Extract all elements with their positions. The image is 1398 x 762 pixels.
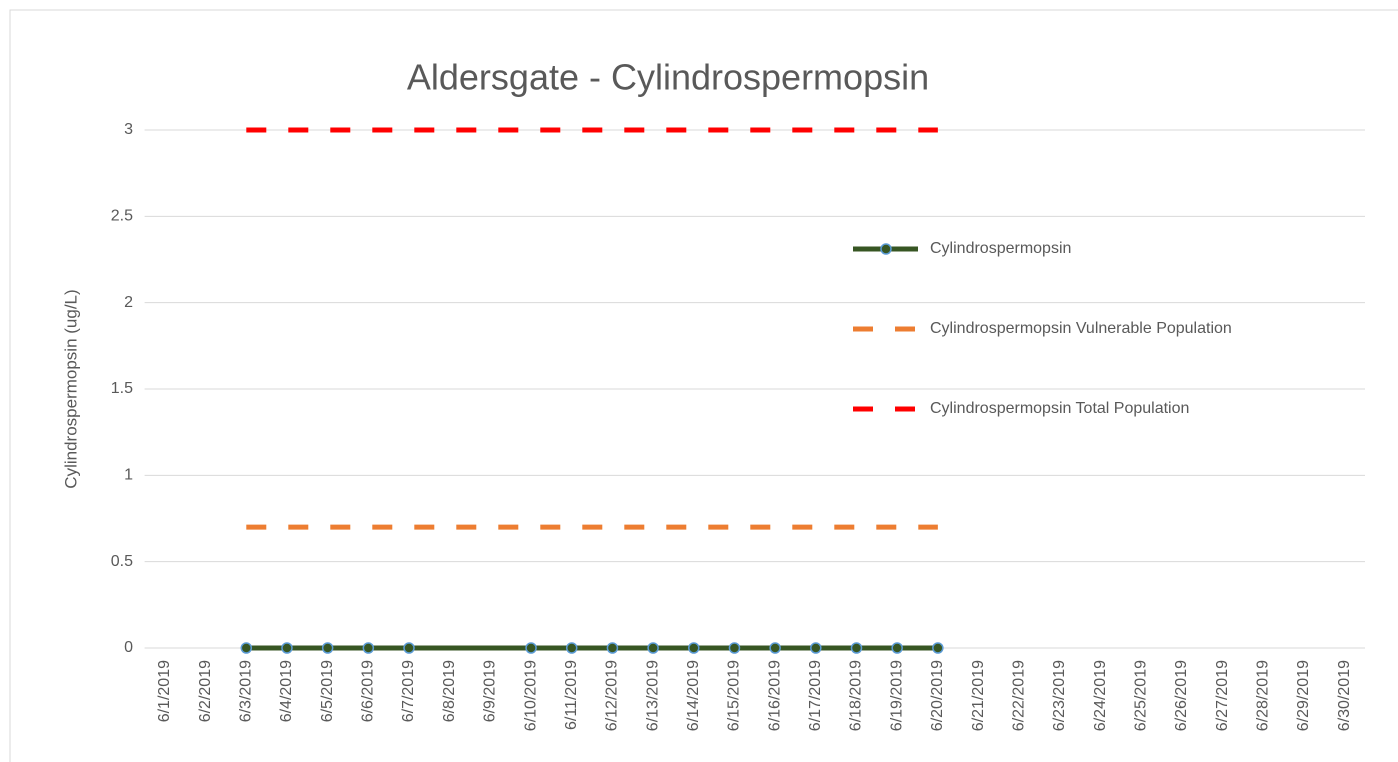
x-tick-label: 6/7/2019 bbox=[400, 660, 417, 722]
point-marker bbox=[240, 642, 253, 654]
point-marker bbox=[606, 642, 619, 654]
x-tick-label: 6/27/2019 bbox=[1214, 660, 1231, 731]
point-marker bbox=[281, 642, 293, 654]
point-marker bbox=[362, 642, 375, 654]
x-tick-label: 6/10/2019 bbox=[522, 660, 539, 731]
x-tick-label: 6/12/2019 bbox=[604, 660, 621, 731]
point-marker bbox=[403, 642, 415, 654]
point-marker bbox=[891, 642, 903, 654]
y-tick-label: 2 bbox=[124, 294, 133, 311]
x-tick-label: 6/17/2019 bbox=[807, 660, 824, 731]
x-tick-label: 6/18/2019 bbox=[848, 660, 865, 731]
x-tick-label: 6/14/2019 bbox=[685, 660, 702, 731]
point-marker bbox=[850, 642, 863, 654]
x-tick-label: 6/28/2019 bbox=[1255, 660, 1272, 731]
y-tick-label: 3 bbox=[124, 121, 133, 138]
y-tick-label: 2.5 bbox=[111, 208, 133, 225]
chart-title: Aldersgate - Cylindrospermopsin bbox=[407, 57, 929, 98]
legend-label: Cylindrospermopsin Vulnerable Population bbox=[930, 320, 1232, 337]
y-tick-label: 0.5 bbox=[111, 553, 133, 570]
x-tick-label: 6/22/2019 bbox=[1010, 660, 1027, 731]
x-tick-label: 6/20/2019 bbox=[929, 660, 946, 731]
x-tick-label: 6/23/2019 bbox=[1051, 660, 1068, 731]
y-tick-label: 1.5 bbox=[111, 380, 133, 397]
legend-marker bbox=[880, 243, 892, 255]
x-tick-label: 6/5/2019 bbox=[319, 660, 336, 722]
x-tick-label: 6/15/2019 bbox=[726, 660, 743, 731]
x-tick-label: 6/25/2019 bbox=[1132, 660, 1149, 731]
y-axis-label: Cylindrospermopsin (ug/L) bbox=[61, 289, 80, 488]
x-tick-label: 6/29/2019 bbox=[1295, 660, 1312, 731]
x-tick-label: 6/16/2019 bbox=[766, 660, 783, 731]
x-tick-label: 6/9/2019 bbox=[482, 660, 499, 722]
x-tick-label: 6/13/2019 bbox=[644, 660, 661, 731]
x-tick-label: 6/6/2019 bbox=[360, 660, 377, 722]
x-tick-label: 6/26/2019 bbox=[1173, 660, 1190, 731]
x-tick-label: 6/3/2019 bbox=[238, 660, 255, 722]
x-tick-label: 6/8/2019 bbox=[441, 660, 458, 722]
y-tick-label: 0 bbox=[124, 639, 133, 656]
point-marker bbox=[688, 642, 700, 654]
chart-frame bbox=[9, 9, 1398, 762]
point-marker bbox=[769, 642, 781, 654]
legend-label: Cylindrospermopsin Total Population bbox=[930, 400, 1189, 417]
point-marker bbox=[525, 642, 537, 654]
point-marker bbox=[728, 642, 741, 654]
x-tick-label: 6/19/2019 bbox=[888, 660, 905, 731]
point-marker bbox=[932, 642, 944, 654]
x-tick-label: 6/1/2019 bbox=[156, 660, 173, 722]
x-tick-label: 6/2/2019 bbox=[197, 660, 214, 722]
x-tick-label: 6/21/2019 bbox=[970, 660, 987, 731]
x-tick-label: 6/24/2019 bbox=[1092, 660, 1109, 731]
point-marker bbox=[565, 642, 578, 654]
legend-label: Cylindrospermopsin bbox=[930, 240, 1071, 257]
point-marker bbox=[810, 642, 822, 654]
point-marker bbox=[647, 642, 659, 654]
x-tick-label: 6/11/2019 bbox=[563, 660, 580, 730]
y-tick-label: 1 bbox=[124, 467, 133, 484]
x-tick-label: 6/30/2019 bbox=[1336, 660, 1353, 731]
x-tick-label: 6/4/2019 bbox=[278, 660, 295, 722]
point-marker bbox=[321, 642, 334, 654]
